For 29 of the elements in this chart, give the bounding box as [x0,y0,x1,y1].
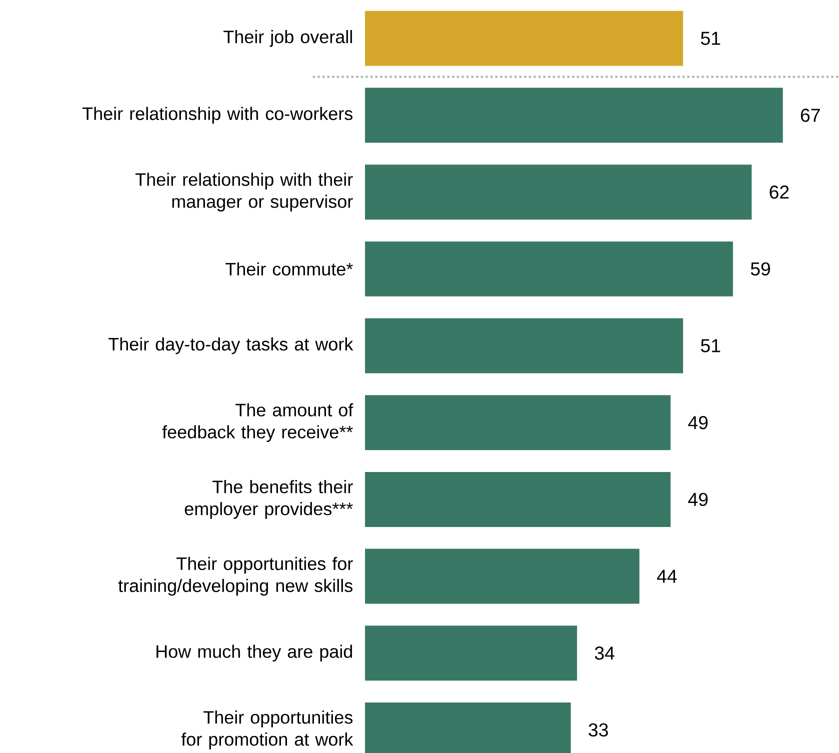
y-tick-label: The benefits their employer provides*** [184,480,353,519]
data-label: 59 [750,262,770,276]
data-label: 33 [588,723,608,737]
y-tick-label: Their relationship with co-workers [82,106,352,124]
bar [365,241,733,296]
y-tick-label: The amount of feedback they receive** [162,403,354,442]
y-tick-label: Their opportunities for training/developing new skills [118,556,353,596]
bar [365,626,578,681]
data-label: 49 [688,492,708,506]
y-tick-label: Their opportunities for promotion at work [181,710,354,750]
bar [365,164,752,220]
data-label: 67 [800,108,820,122]
data-label: 62 [770,185,789,199]
bar [365,472,671,527]
data-label: 44 [656,570,677,583]
bar [365,10,684,66]
bar [365,548,640,604]
data-label: 51 [700,339,720,352]
data-label: 34 [594,646,614,660]
y-tick-label: Their commute* [226,262,353,276]
data-label: 51 [700,32,720,45]
bar [365,318,684,374]
y-tick-label: Their day-to-day tasks at work [108,337,354,354]
bar [365,395,671,450]
y-tick-label: Their relationship with their manager or supervisor [135,172,353,212]
y-tick-label: Their job overall [224,30,352,47]
y-tick-label: How much they are paid [156,644,352,662]
data-label: 49 [688,416,708,430]
bar [365,88,783,143]
